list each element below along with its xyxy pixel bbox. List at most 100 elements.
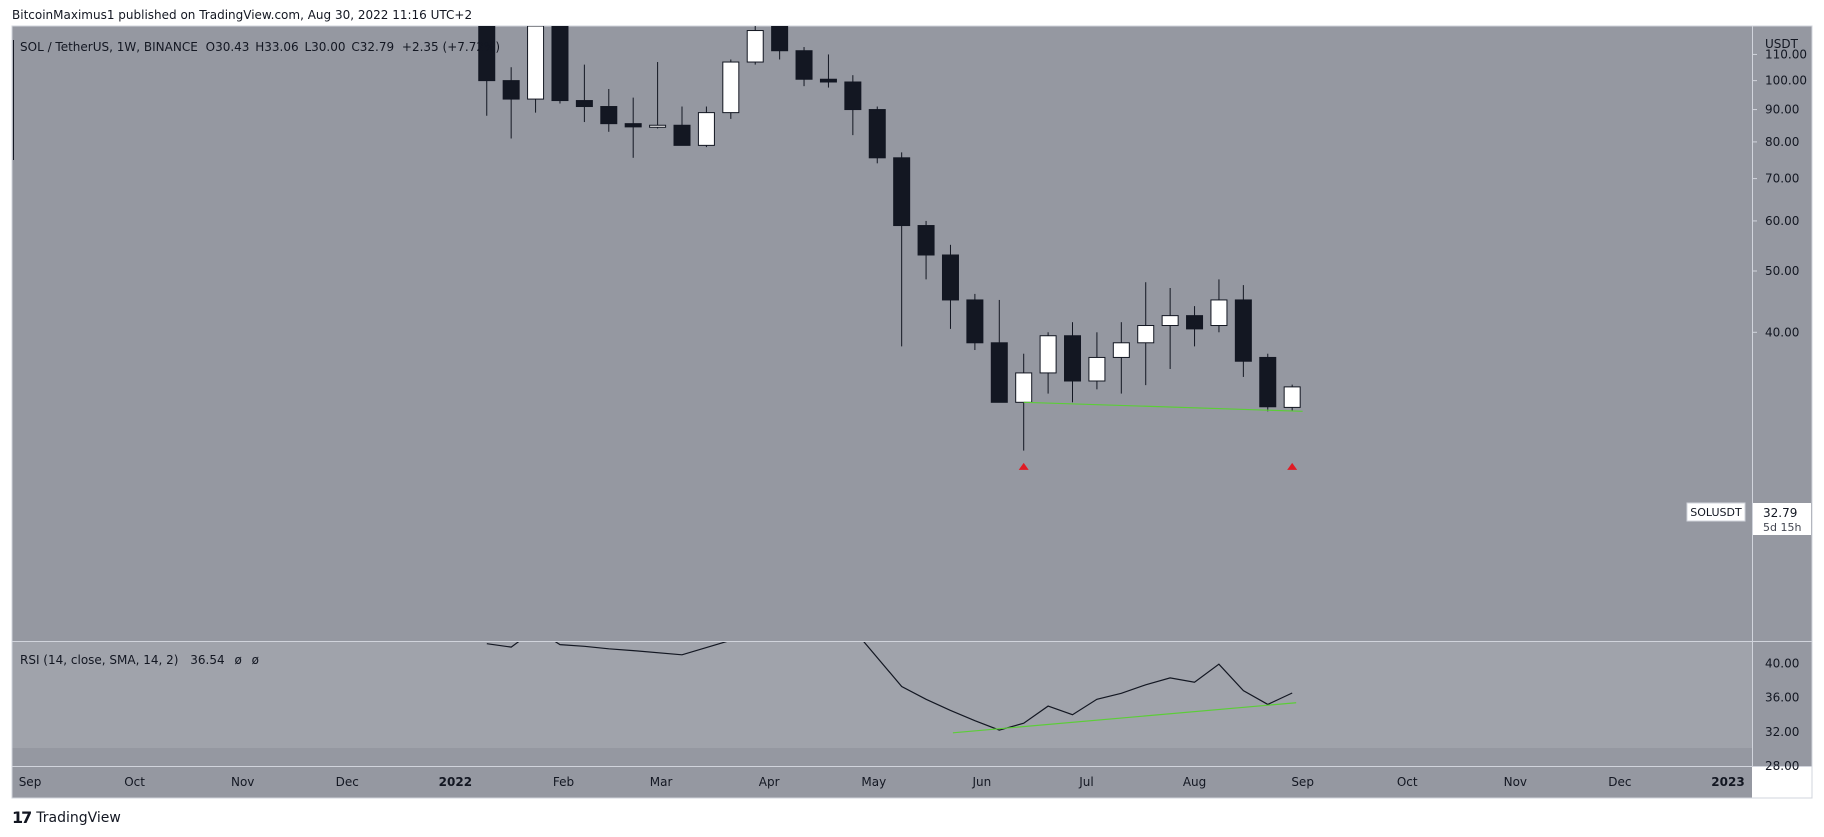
rsi-legend-ma: ø [234, 653, 241, 667]
candle-down [990, 299, 1008, 403]
candle-body [551, 26, 569, 102]
candle-down [893, 152, 911, 347]
candle-body [1088, 356, 1106, 382]
candle-body [1210, 299, 1228, 327]
candle-body [697, 112, 715, 146]
rsi-legend-label: RSI (14, close, SMA, 14, 2) [20, 653, 178, 667]
legend-high-label: H [255, 40, 264, 54]
price-label-countdown: 5d 15h [1763, 521, 1801, 534]
candle-up [697, 106, 715, 148]
price-label-symbol: SOLUSDT [1690, 506, 1742, 519]
candle-down [819, 54, 837, 88]
time-tick-label: 2022 [439, 775, 472, 789]
main-overlay-group [1018, 401, 1303, 470]
candle-up [1039, 332, 1057, 394]
candle-up [746, 26, 764, 65]
legend-high: 33.06 [264, 40, 298, 54]
candle-body [966, 299, 984, 344]
candle-body [893, 157, 911, 227]
candle-body [1234, 299, 1252, 362]
rsi-pane-bg [12, 642, 1752, 748]
time-tick-label: Sep [19, 775, 42, 789]
price-support-line [1023, 401, 1303, 412]
candle-body [527, 26, 545, 100]
time-axis-bg [12, 766, 1752, 798]
legend-symbol: SOL / TetherUS, 1W, BINANCE [20, 40, 198, 54]
price-axis-bg [1752, 26, 1812, 766]
candle-body [1161, 315, 1179, 327]
candle-body [600, 106, 618, 125]
outer-border [11, 25, 1813, 799]
candle-down [600, 88, 618, 132]
candle-body [1283, 386, 1301, 408]
candle-down [966, 293, 984, 351]
candle-body [990, 342, 1008, 403]
price-label-symbol-box [1686, 502, 1746, 522]
candle-body [1112, 342, 1130, 358]
candle-body [941, 254, 959, 301]
time-tick-label: Dec [1608, 775, 1631, 789]
candle-up [1210, 279, 1228, 333]
red-triangle-marker-icon [1287, 462, 1298, 470]
candle-up [1283, 384, 1301, 412]
candle-up [1088, 332, 1106, 390]
candle-down [917, 220, 935, 280]
price-unit-label: USDT [1765, 37, 1799, 51]
candle-down [868, 106, 886, 164]
candle-down [1234, 285, 1252, 377]
time-tick-label: Apr [759, 775, 780, 789]
candle-up [1161, 287, 1179, 369]
rsi-group [486, 642, 1297, 734]
candle-body [1064, 335, 1082, 382]
time-tick-label: 2023 [1711, 775, 1744, 789]
candle-body [1015, 372, 1033, 403]
rsi-legend-extra: ø [252, 653, 259, 667]
candle-down [844, 75, 862, 136]
time-tick-label: May [861, 775, 886, 789]
footer-brand: TradingView [36, 809, 121, 826]
legend-close: 32.79 [360, 40, 394, 54]
candle-down [673, 106, 691, 146]
candle-body [1259, 356, 1277, 408]
candle-up [722, 59, 740, 119]
rsi-tick-label: 28.00 [1765, 759, 1799, 773]
candle-body [819, 78, 837, 83]
rsi-support-line [952, 702, 1297, 734]
candle-down [575, 64, 593, 123]
legend-low: 30.00 [311, 40, 345, 54]
tradingview-logo-icon: 17 [12, 808, 32, 827]
publisher-text: BitcoinMaximus1 published on TradingView… [12, 8, 473, 22]
time-tick-label: Aug [1183, 775, 1206, 789]
candle-down [624, 97, 642, 158]
candle-body [502, 80, 520, 100]
rsi-band [12, 748, 1752, 766]
candle-up [649, 62, 667, 129]
price-tick-label: 90.00 [1765, 103, 1799, 117]
legend-open: 30.43 [215, 40, 249, 54]
candle-body [868, 109, 886, 159]
candle-body [844, 81, 862, 111]
candle-body [673, 124, 691, 146]
time-tick-label: Nov [1504, 775, 1527, 789]
candle-body [1186, 315, 1204, 330]
candle-down [771, 26, 789, 60]
time-tick-label: Jun [971, 775, 991, 789]
time-tick-label: Feb [553, 775, 574, 789]
candle-up [1137, 282, 1155, 386]
price-tick-label: 110.00 [1765, 47, 1807, 61]
candle-body [917, 225, 935, 256]
current-price-label: SOLUSDT 32.79 5d 15h [1686, 502, 1811, 535]
legend-low-label: L [304, 40, 311, 54]
candle-down [795, 47, 813, 87]
price-label-price: 32.79 [1763, 506, 1797, 520]
candle-body [795, 50, 813, 80]
rsi-ticks-group: 40.00 36.00 32.00 28.00 [1765, 656, 1799, 773]
rsi-tick-label: 40.00 [1765, 656, 1799, 670]
footer: 17 TradingView [12, 808, 121, 827]
rsi-tick-label: 36.00 [1765, 691, 1799, 705]
time-tick-label: Oct [124, 775, 145, 789]
time-tick-label: Oct [1397, 775, 1418, 789]
candle-down [1186, 306, 1204, 347]
candle-down [551, 26, 569, 104]
